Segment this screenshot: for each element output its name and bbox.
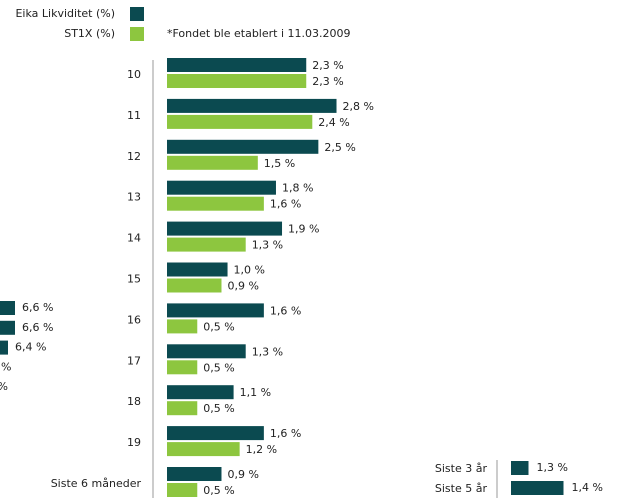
legend-swatch xyxy=(130,7,144,21)
value-label: 5,3 % xyxy=(0,380,8,393)
y-tick-label: 10 xyxy=(127,68,141,81)
bar xyxy=(167,58,307,72)
bar xyxy=(167,98,337,113)
value-label: 6,6 % xyxy=(22,321,53,334)
value-label: 2,5 % xyxy=(324,141,355,154)
bar xyxy=(511,461,529,475)
y-tick-label: Siste 5 år xyxy=(435,482,488,495)
bar xyxy=(167,319,198,334)
bar xyxy=(167,360,198,375)
bar xyxy=(167,74,307,88)
y-tick-label: Siste 3 år xyxy=(435,462,488,475)
bar xyxy=(0,301,15,315)
bar xyxy=(167,401,198,416)
bar xyxy=(511,481,564,495)
value-label: 2,4 % xyxy=(318,116,349,129)
y-tick-label: 13 xyxy=(127,191,141,204)
value-label: 1,3 % xyxy=(252,239,283,252)
bar xyxy=(167,196,264,211)
bar xyxy=(167,180,276,195)
bar xyxy=(167,467,222,481)
bar xyxy=(167,442,240,457)
value-label: 0,9 % xyxy=(227,280,258,293)
value-label: 1,2 % xyxy=(246,443,277,456)
y-tick-label: Siste 6 måneder xyxy=(51,477,142,490)
value-label: 0,9 % xyxy=(227,468,258,481)
bar xyxy=(167,237,246,252)
y-tick-label: 14 xyxy=(127,232,141,245)
value-label: 1,9 % xyxy=(288,223,319,236)
y-tick-label: 12 xyxy=(127,150,141,163)
value-label: 2,3 % xyxy=(312,75,343,88)
note: *Fondet ble etablert i 11.03.2009 xyxy=(167,27,351,40)
bar xyxy=(167,278,222,293)
value-label: 1,6 % xyxy=(270,427,301,440)
legend-label: Eika Likviditet (%) xyxy=(15,7,115,20)
value-label: 1,4 % xyxy=(572,481,603,494)
value-label: 6,6 % xyxy=(22,301,53,314)
bar xyxy=(167,385,234,400)
y-tick-label: 17 xyxy=(127,354,141,367)
bar xyxy=(167,155,258,170)
value-label: 1,6 % xyxy=(270,198,301,211)
bar xyxy=(167,303,264,318)
bar xyxy=(0,320,15,335)
value-label: 0,5 % xyxy=(203,361,234,374)
legend-swatch xyxy=(130,27,144,41)
value-label: 2,3 % xyxy=(312,59,343,72)
bar xyxy=(167,114,313,129)
value-label: 1,8 % xyxy=(282,182,313,195)
value-label: 1,3 % xyxy=(252,345,283,358)
legend-label: ST1X (%) xyxy=(64,27,115,40)
value-label: 6,4 % xyxy=(15,341,46,354)
value-label: 0,5 % xyxy=(203,320,234,333)
bar xyxy=(167,221,283,236)
bar xyxy=(167,344,246,359)
y-tick-label: 18 xyxy=(127,395,141,408)
value-label: 1,6 % xyxy=(270,304,301,317)
bar xyxy=(0,340,8,355)
value-label: 2,8 % xyxy=(343,100,374,113)
value-label: 1,0 % xyxy=(234,264,265,277)
value-label: 1,5 % xyxy=(264,157,295,170)
value-label: 5,4 % xyxy=(0,360,11,373)
y-tick-label: 19 xyxy=(127,436,141,449)
value-label: 1,1 % xyxy=(240,386,271,399)
bar xyxy=(167,426,264,441)
bar xyxy=(167,262,228,277)
value-label: 0,5 % xyxy=(203,402,234,415)
y-tick-label: 11 xyxy=(127,109,141,122)
y-tick-label: 16 xyxy=(127,313,141,326)
bar xyxy=(167,483,198,497)
value-label: 0,5 % xyxy=(203,484,234,497)
bar xyxy=(167,139,319,154)
y-tick-label: 15 xyxy=(127,273,141,286)
value-label: 1,3 % xyxy=(537,461,568,474)
